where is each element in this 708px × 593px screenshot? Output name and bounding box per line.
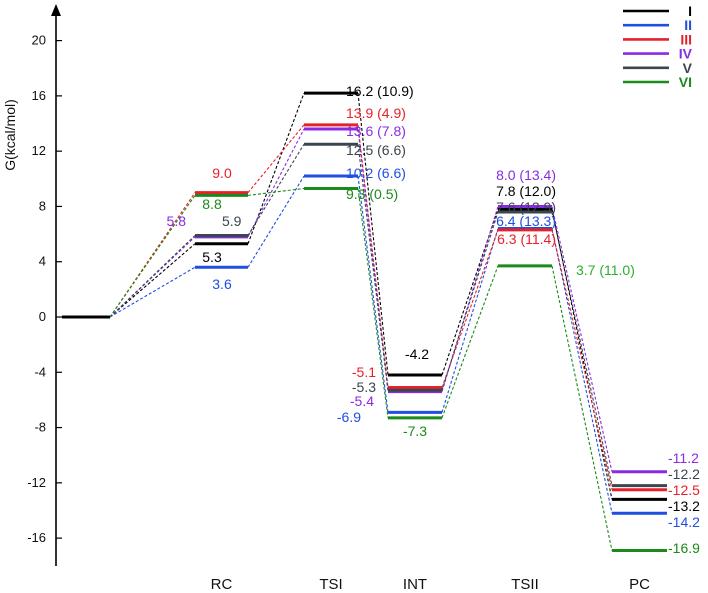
connector-IV-0 xyxy=(109,236,196,318)
value-label-I-INT: -4.2 xyxy=(405,346,429,362)
connector-II-3 xyxy=(441,228,499,413)
y-tick-label-2: 12 xyxy=(32,143,46,158)
value-label-VI-RC: 8.8 xyxy=(202,196,222,212)
y-tick-label-5: 0 xyxy=(39,309,46,324)
value-label-IV-PC: -11.2 xyxy=(668,450,699,466)
value-label-I-TSI: 16.2 (10.9) xyxy=(346,83,414,99)
value-label-I-RC: 5.3 xyxy=(202,249,222,265)
y-tick-label-6: -4 xyxy=(34,364,46,379)
connector-V-4 xyxy=(551,211,613,486)
value-label-VI-TSI: 9.3 (0.5) xyxy=(346,186,398,202)
y-ticks: 20 16 12 8 4 0 -4 -8 -12 -16 xyxy=(27,33,62,545)
value-label-II-PC: -14.2 xyxy=(668,514,700,530)
value-label-I-TSII: 7.8 (12.0) xyxy=(496,183,556,199)
connector-VI-1 xyxy=(247,187,305,196)
value-label-III-RC: 9.0 xyxy=(212,165,232,181)
stage-label-RC: RC xyxy=(211,576,233,593)
legend-label-I: I xyxy=(688,3,692,19)
connector-II-1 xyxy=(247,175,305,268)
stage-labels: RC TSI INT TSII PC xyxy=(211,576,650,593)
value-label-II-TSI: 10.2 (6.6) xyxy=(346,165,406,181)
y-tick-label-1: 16 xyxy=(32,88,46,103)
y-tick-label-3: 8 xyxy=(39,198,46,213)
connector-IV-4 xyxy=(551,206,613,472)
connector-IV-1 xyxy=(247,128,305,238)
connector-VI-3 xyxy=(441,265,499,419)
value-label-V-TSI: 12.5 (6.6) xyxy=(346,142,406,158)
connector-I-0 xyxy=(109,243,196,318)
value-label-VI-PC: -16.9 xyxy=(668,540,700,556)
value-label-II-TSII: 6.4 (13.3) xyxy=(496,213,556,229)
connector-II-4 xyxy=(551,228,613,514)
value-label-I-PC: -13.2 xyxy=(668,498,700,514)
value-label-II-RC: 3.6 xyxy=(212,276,232,292)
connector-VI-2 xyxy=(357,188,389,418)
value-label-IV-TSI: 13.6 (7.8) xyxy=(346,123,406,139)
connector-V-0 xyxy=(109,235,196,318)
y-axis: 20 16 12 8 4 0 -4 -8 -12 -16 xyxy=(27,4,62,566)
value-label-II-INT: -6.9 xyxy=(337,409,361,425)
connector-V-2 xyxy=(357,144,389,391)
connector-I-3 xyxy=(441,209,499,376)
y-tick-label-0: 20 xyxy=(32,33,46,48)
value-label-III-INT: -5.1 xyxy=(352,364,376,380)
y-tick-label-7: -8 xyxy=(34,420,46,435)
legend-label-II: II xyxy=(684,17,692,33)
stage-label-TSI: TSI xyxy=(319,576,342,593)
connector-V-1 xyxy=(247,143,305,236)
y-tick-label-4: 4 xyxy=(39,254,46,269)
connector-III-4 xyxy=(551,229,613,490)
stage-label-INT: INT xyxy=(403,576,427,593)
connector-II-0 xyxy=(109,266,196,318)
connector-V-3 xyxy=(441,211,499,391)
connector-lines xyxy=(109,92,613,551)
connector-I-2 xyxy=(357,93,389,376)
value-label-III-PC: -12.5 xyxy=(668,482,700,498)
y-tick-label-9: -16 xyxy=(27,530,46,545)
connector-I-4 xyxy=(551,209,613,500)
stage-label-TSII: TSII xyxy=(511,576,539,593)
value-label-IV-INT: -5.4 xyxy=(350,393,374,409)
value-label-IV-RC: 5.8 xyxy=(167,213,187,229)
stage-label-PC: PC xyxy=(629,576,650,593)
y-tick-label-8: -12 xyxy=(27,475,46,490)
legend-label-V: V xyxy=(683,60,693,76)
energy-levels xyxy=(62,91,667,553)
value-labels: 5.3 16.2 (10.9) -4.2 7.8 (12.0) -13.2 3.6 10.2… xyxy=(167,83,701,556)
value-label-III-TSII: 6.3 (11.4) xyxy=(497,231,556,247)
connector-VI-4 xyxy=(551,265,613,551)
value-label-III-TSI: 13.9 (4.9) xyxy=(346,105,406,121)
legend-label-IV: IV xyxy=(679,46,693,62)
legend-label-VI: VI xyxy=(679,74,692,90)
value-label-V-TSII: 7.6 (12.9) xyxy=(496,199,556,215)
legend-label-III: III xyxy=(680,31,692,47)
value-label-VI-INT: -7.3 xyxy=(403,423,427,439)
value-label-IV-TSII: 8.0 (13.4) xyxy=(496,167,556,183)
y-axis-label: G(kcal/mol) xyxy=(2,99,18,171)
value-label-V-PC: -12.2 xyxy=(668,466,700,482)
value-label-V-INT: -5.3 xyxy=(352,379,376,395)
value-label-VI-TSII: 3.7 (11.0) xyxy=(576,262,635,278)
value-label-V-RC: 5.9 xyxy=(222,213,242,229)
